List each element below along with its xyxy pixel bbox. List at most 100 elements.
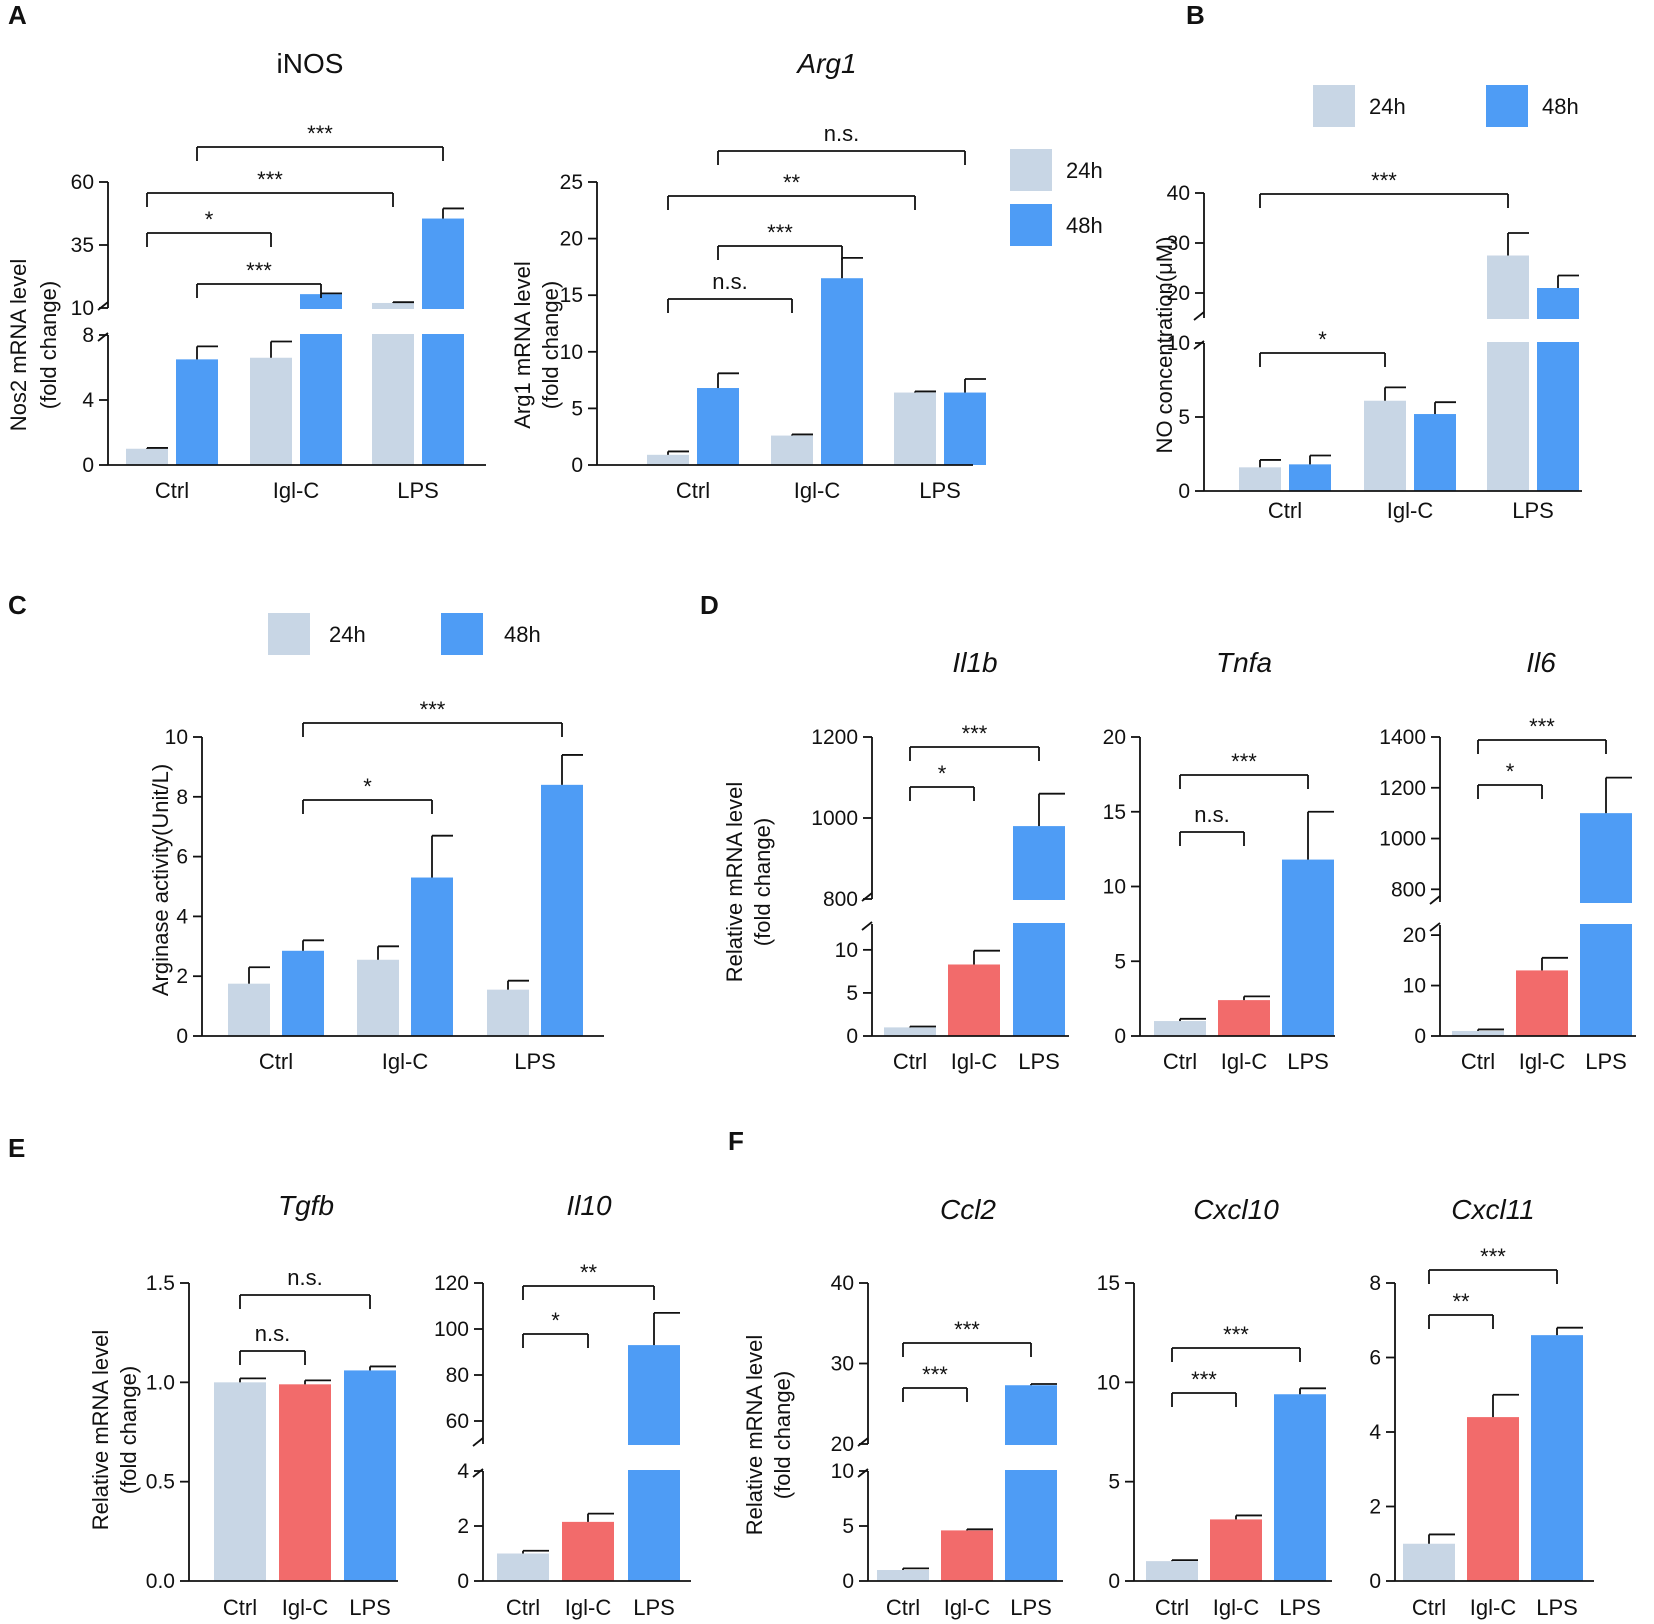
x-category-label: LPS [1279,1595,1321,1620]
significance-label: *** [1231,749,1257,774]
x-category-label: LPS [1010,1595,1052,1620]
bar-lps [344,1370,396,1581]
chart-title: Tnfa [1216,647,1272,678]
x-category-label: Ctrl [676,478,710,503]
y-axis-label: Relative mRNA level [722,782,747,983]
significance-label: n.s. [255,1321,290,1346]
chart-d1: D Il1b Relative mRNA level (fold change) 0 5 1… [700,590,1071,1074]
legend-swatch-48h [1486,85,1528,127]
y-tick-label: 0 [1178,480,1190,503]
significance-label: *** [307,121,333,146]
chart-title: iNOS [277,48,344,79]
x-category-label: LPS [349,1595,391,1620]
y-axis-label: (fold change) [36,281,61,409]
bar-igl-c-48h [821,278,863,465]
y-tick-label: 20 [1103,726,1126,749]
bar-igl-c [279,1384,331,1581]
x-category-label: Igl-C [382,1049,429,1074]
bar-igl-c-48h [411,877,453,1036]
y-tick-label: 5 [846,982,858,1005]
y-tick-label: 10 [831,1460,854,1483]
x-category-label: Igl-C [1221,1049,1268,1074]
bar-igl-c-24h [771,435,813,465]
significance-label: * [1506,759,1515,784]
x-category-label: LPS [633,1595,675,1620]
y-tick-label: 800 [1391,878,1426,901]
bar-lps [1013,826,1065,1036]
panel-label-A: A [8,0,27,30]
bar-igl-c [941,1530,993,1581]
legend-swatch-24h [1313,85,1355,127]
legend-label-24h: 24h [1369,94,1406,119]
y-tick-label: 20 [831,1433,854,1456]
bar-igl-c-24h [357,959,399,1036]
y-axis-label: Relative mRNA level [742,1335,767,1536]
significance-label: * [551,1308,560,1333]
y-tick-label: 100 [434,1318,469,1341]
x-category-label: Igl-C [565,1595,612,1620]
y-tick-label: 1000 [1379,828,1426,851]
chart-f1: F Ccl2 Relative mRNA level (fold change) 0 5 1… [728,1126,1065,1620]
chart-title: Tgfb [278,1190,334,1221]
y-tick-label: 1200 [1379,777,1426,800]
bar-lps [1531,1335,1583,1581]
x-category-label: Igl-C [944,1595,991,1620]
y-tick-label: 0 [571,454,583,477]
bar-igl-c [1210,1519,1262,1581]
x-category-label: Ctrl [1461,1049,1495,1074]
chart-c: C Arginase activity(Unit/L) 0 2 4 6 8 10 Ctrl Igl… [8,590,604,1074]
y-axis-label: Arg1 mRNA level [510,261,535,429]
y-tick-label: 10 [71,297,94,320]
bar-ctrl [884,1027,936,1036]
chart-title: Il10 [566,1190,612,1221]
x-category-label: Igl-C [794,478,841,503]
y-tick-label: 15 [1103,801,1126,824]
chart-b: B NO concentration(μM) 0 5 10 20 30 40 Ctrl Igl-C… [1152,0,1584,523]
x-category-label: Ctrl [1163,1049,1197,1074]
y-tick-label: 40 [831,1272,854,1295]
y-tick-label: 30 [1167,232,1190,255]
bar-lps-48h [541,784,583,1036]
y-tick-label: 0 [1114,1025,1126,1048]
x-category-label: Igl-C [1387,498,1434,523]
y-tick-label: 800 [823,888,858,911]
x-category-label: Ctrl [506,1595,540,1620]
y-tick-label: 4 [82,389,94,412]
significance-label: *** [922,1362,948,1387]
bar-ctrl-24h [1239,467,1281,491]
bar-lps-24h [487,989,529,1036]
y-axis-label: (fold change) [538,281,563,409]
chart-title: Il1b [952,647,997,678]
y-tick-label: 10 [165,726,188,749]
bar-igl-c-24h [1364,400,1406,491]
y-tick-label: 15 [1097,1272,1120,1295]
y-tick-label: 60 [446,1410,469,1433]
bar-ctrl [1403,1543,1455,1581]
bar-ctrl-24h [228,983,270,1036]
y-tick-label: 4 [176,905,188,928]
y-tick-label: 10 [835,939,858,962]
x-category-label: Ctrl [1412,1595,1446,1620]
x-category-label: Igl-C [1519,1049,1566,1074]
significance-label: *** [1371,168,1397,193]
bar-ctrl [1154,1021,1206,1036]
bar-ctrl-48h [176,359,218,465]
panel-label-C: C [8,590,27,620]
y-tick-label: 35 [71,234,94,257]
bar-igl-c-24h [250,357,292,465]
x-category-label: LPS [1512,498,1554,523]
x-category-label: LPS [1585,1049,1627,1074]
bar-ctrl-48h [1289,464,1331,491]
axis-break-gap [1192,319,1584,342]
y-tick-label: 1200 [811,726,858,749]
y-tick-label: 5 [842,1515,854,1538]
x-category-label: LPS [1536,1595,1578,1620]
bar-igl-c [1467,1417,1519,1581]
y-tick-label: 0 [842,1570,854,1593]
y-tick-label: 0 [1414,1025,1426,1048]
axis-break-mark [472,1437,484,1447]
y-axis-label: Arginase activity(Unit/L) [148,764,173,996]
y-axis-label: (fold change) [750,818,775,946]
y-tick-label: 1400 [1379,726,1426,749]
